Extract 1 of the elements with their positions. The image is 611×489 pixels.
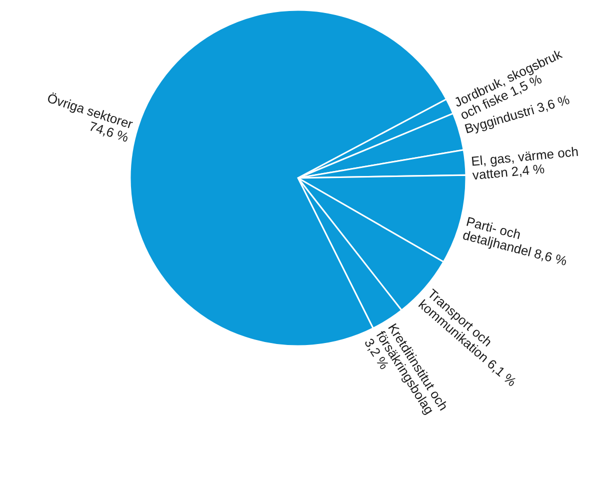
slice-label: El, gas, värme och vatten 2,4 % (470, 144, 580, 183)
